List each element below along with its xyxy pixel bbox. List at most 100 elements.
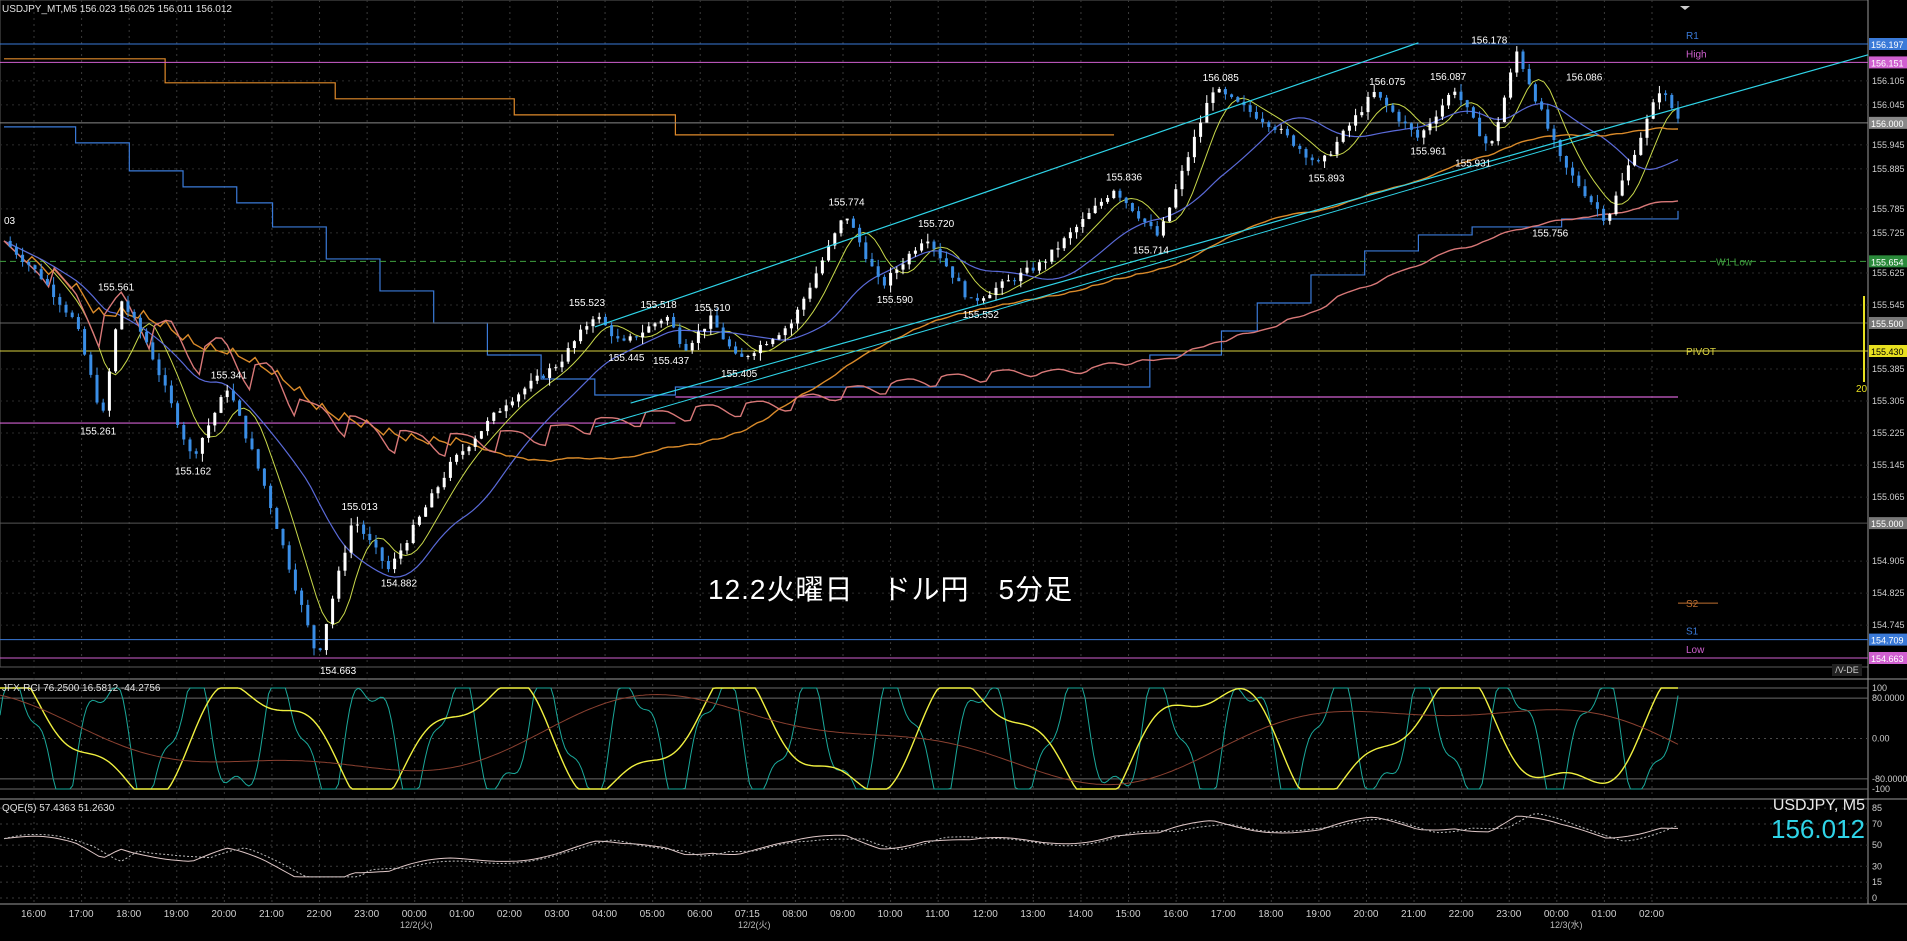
swing-label: 156.085 [1203, 73, 1240, 84]
candle-body [368, 533, 372, 541]
price-tick-label: 154.745 [1872, 620, 1905, 630]
candle-body [1571, 167, 1575, 176]
channel-base-line [594, 134, 1598, 428]
candle-body [758, 344, 762, 354]
candle-body [1050, 249, 1054, 262]
candle-body [982, 298, 986, 301]
candle-body [1019, 272, 1023, 282]
candle-body [114, 329, 118, 372]
swing-label: 155.961 [1410, 146, 1447, 157]
candle-body [1471, 107, 1475, 118]
candle-body [529, 380, 533, 389]
qqe-tick-label: 30 [1872, 861, 1882, 871]
candle-body [1626, 165, 1630, 181]
candle-body [306, 604, 310, 626]
candle-body [1366, 97, 1370, 113]
candle-body [1540, 101, 1544, 110]
candle-body [808, 287, 812, 299]
qqe-tick-label: 50 [1872, 840, 1882, 850]
candle-body [603, 316, 607, 326]
swing-label: 154.882 [381, 578, 418, 589]
candle-body [1006, 280, 1010, 282]
candle-body [1354, 115, 1358, 126]
candle-body [1205, 102, 1209, 123]
candle-body [1093, 205, 1097, 214]
swing-label: 155.445 [608, 353, 645, 364]
candle-body [709, 315, 713, 329]
price-tick-label: 156.105 [1872, 76, 1905, 86]
candle-body [1608, 214, 1612, 221]
candle-body [343, 552, 347, 571]
candle-body [145, 331, 149, 343]
time-tick-label: 20:00 [211, 909, 236, 920]
candle-body [715, 315, 719, 328]
candle-body [616, 336, 620, 339]
candle-body [1651, 102, 1655, 119]
candle-body [541, 375, 545, 378]
swing-label: 155.261 [80, 427, 117, 438]
rci-tick-label: 80.0000 [1872, 693, 1905, 703]
candle-body [1335, 141, 1339, 155]
level-price-tag-text: 156.151 [1871, 58, 1904, 68]
candle-body [1124, 197, 1128, 204]
candle-body [1614, 195, 1618, 215]
candle-body [107, 371, 111, 411]
candle-body [1509, 72, 1513, 98]
candle-body [238, 400, 242, 416]
candle-body [300, 590, 304, 605]
candle-body [1062, 238, 1066, 249]
level-price-tag [1869, 517, 1907, 530]
candle-body [349, 525, 353, 553]
candle-body [1558, 140, 1562, 157]
candle-body [176, 403, 180, 426]
swing-label: 155.523 [569, 298, 606, 309]
candle-body [442, 477, 446, 488]
qqe-tick-label: 0 [1872, 893, 1877, 903]
candle-body [572, 341, 576, 349]
candle-body [703, 328, 707, 332]
candle-body [269, 485, 273, 509]
channel-lower-line [630, 54, 1869, 404]
candle-body [845, 218, 849, 221]
candle-body [1347, 125, 1351, 131]
swing-label: 155.341 [211, 371, 248, 382]
candle-body [1329, 154, 1333, 156]
candle-body [52, 284, 56, 298]
candle-body [1099, 201, 1103, 206]
candle-body [882, 276, 886, 286]
candle-body [796, 309, 800, 324]
time-tick-label: 21:00 [259, 909, 284, 920]
ma-fast-line [3, 78, 1679, 626]
time-tick-label: 17:00 [1211, 909, 1236, 920]
candle-body [213, 412, 217, 426]
candle-body [1199, 122, 1203, 137]
price-tick-label: 155.545 [1872, 300, 1905, 310]
candle-body [39, 269, 43, 279]
time-tick-label: 16:00 [1163, 909, 1188, 920]
time-tick-label: 00:00 [1544, 909, 1569, 920]
price-tick-label: 155.065 [1872, 492, 1905, 502]
candle-body [33, 265, 37, 270]
candle-body [21, 254, 25, 262]
candle-body [1223, 89, 1227, 95]
candle-body [752, 353, 756, 357]
candle-body [1428, 123, 1432, 131]
candle-body [957, 277, 961, 282]
candle-body [1013, 280, 1017, 282]
candle-body [504, 405, 508, 412]
candle-body [1180, 170, 1184, 190]
candle-body [1416, 129, 1420, 138]
rci-tick-label: 100 [1872, 683, 1887, 693]
ma-long-line [3, 200, 1679, 458]
candle-body [1236, 97, 1240, 102]
price-tick-label: 155.385 [1872, 364, 1905, 374]
candle-body [548, 368, 552, 378]
rci-title: JFX-RCI 76.2500 16.5812 -44.2756 [2, 683, 161, 694]
candle-body [231, 390, 235, 401]
swing-label: 155.013 [341, 502, 378, 513]
time-tick-label: 11:00 [925, 909, 950, 920]
candle-body [58, 297, 62, 305]
shift-badge: /V-DE [1832, 664, 1862, 676]
price-tick-label: 155.225 [1872, 428, 1905, 438]
